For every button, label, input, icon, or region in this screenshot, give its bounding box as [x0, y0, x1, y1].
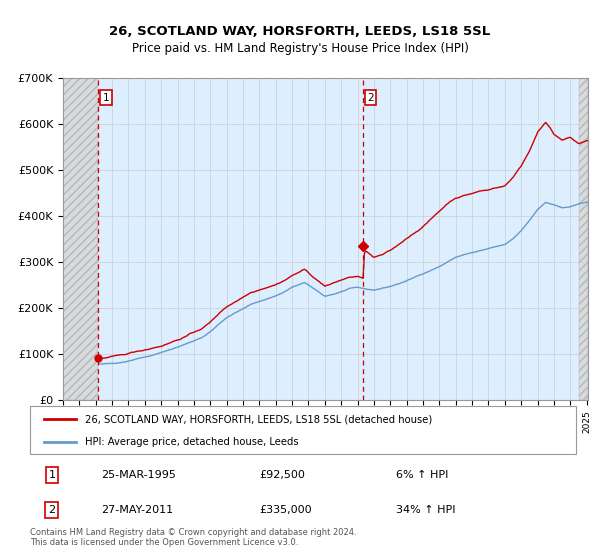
Text: £92,500: £92,500 — [259, 470, 305, 480]
Text: 27-MAY-2011: 27-MAY-2011 — [101, 505, 173, 515]
FancyBboxPatch shape — [30, 406, 576, 454]
Text: Contains HM Land Registry data © Crown copyright and database right 2024.
This d: Contains HM Land Registry data © Crown c… — [30, 528, 356, 547]
Text: £335,000: £335,000 — [259, 505, 312, 515]
Text: 2: 2 — [48, 505, 55, 515]
Text: 1: 1 — [103, 93, 109, 102]
Text: 26, SCOTLAND WAY, HORSFORTH, LEEDS, LS18 5SL (detached house): 26, SCOTLAND WAY, HORSFORTH, LEEDS, LS18… — [85, 414, 432, 424]
Text: 6% ↑ HPI: 6% ↑ HPI — [396, 470, 448, 480]
Text: Price paid vs. HM Land Registry's House Price Index (HPI): Price paid vs. HM Land Registry's House … — [131, 42, 469, 55]
Text: 25-MAR-1995: 25-MAR-1995 — [101, 470, 176, 480]
Text: 1: 1 — [49, 470, 55, 480]
Text: 26, SCOTLAND WAY, HORSFORTH, LEEDS, LS18 5SL: 26, SCOTLAND WAY, HORSFORTH, LEEDS, LS18… — [109, 25, 491, 38]
Text: HPI: Average price, detached house, Leeds: HPI: Average price, detached house, Leed… — [85, 437, 298, 447]
Text: 34% ↑ HPI: 34% ↑ HPI — [396, 505, 455, 515]
Text: 2: 2 — [367, 93, 374, 102]
